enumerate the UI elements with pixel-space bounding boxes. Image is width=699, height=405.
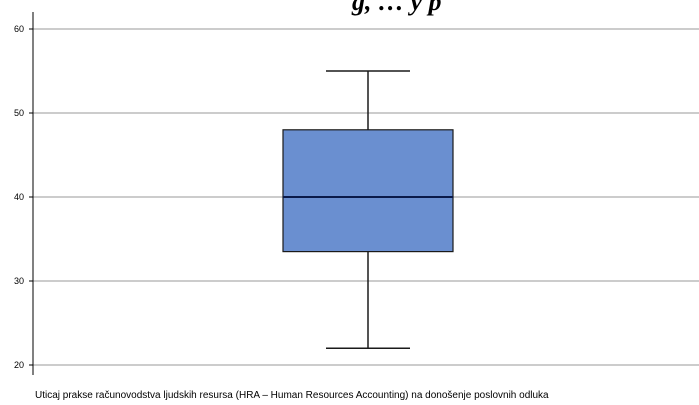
- y-axis-ticks: 20 30 40 50 60: [14, 24, 33, 370]
- y-tick-label-20: 20: [14, 360, 24, 370]
- chart-title-fragment: g, … y p: [351, 0, 442, 16]
- x-axis-label: Uticaj prakse računovodstva ljudskih res…: [35, 390, 549, 401]
- y-tick-label-60: 60: [14, 24, 24, 34]
- box-plot: [282, 70, 454, 349]
- y-tick-label-30: 30: [14, 276, 24, 286]
- y-tick-label-40: 40: [14, 192, 24, 202]
- y-tick-label-50: 50: [14, 108, 24, 118]
- iqr-box: [282, 129, 454, 253]
